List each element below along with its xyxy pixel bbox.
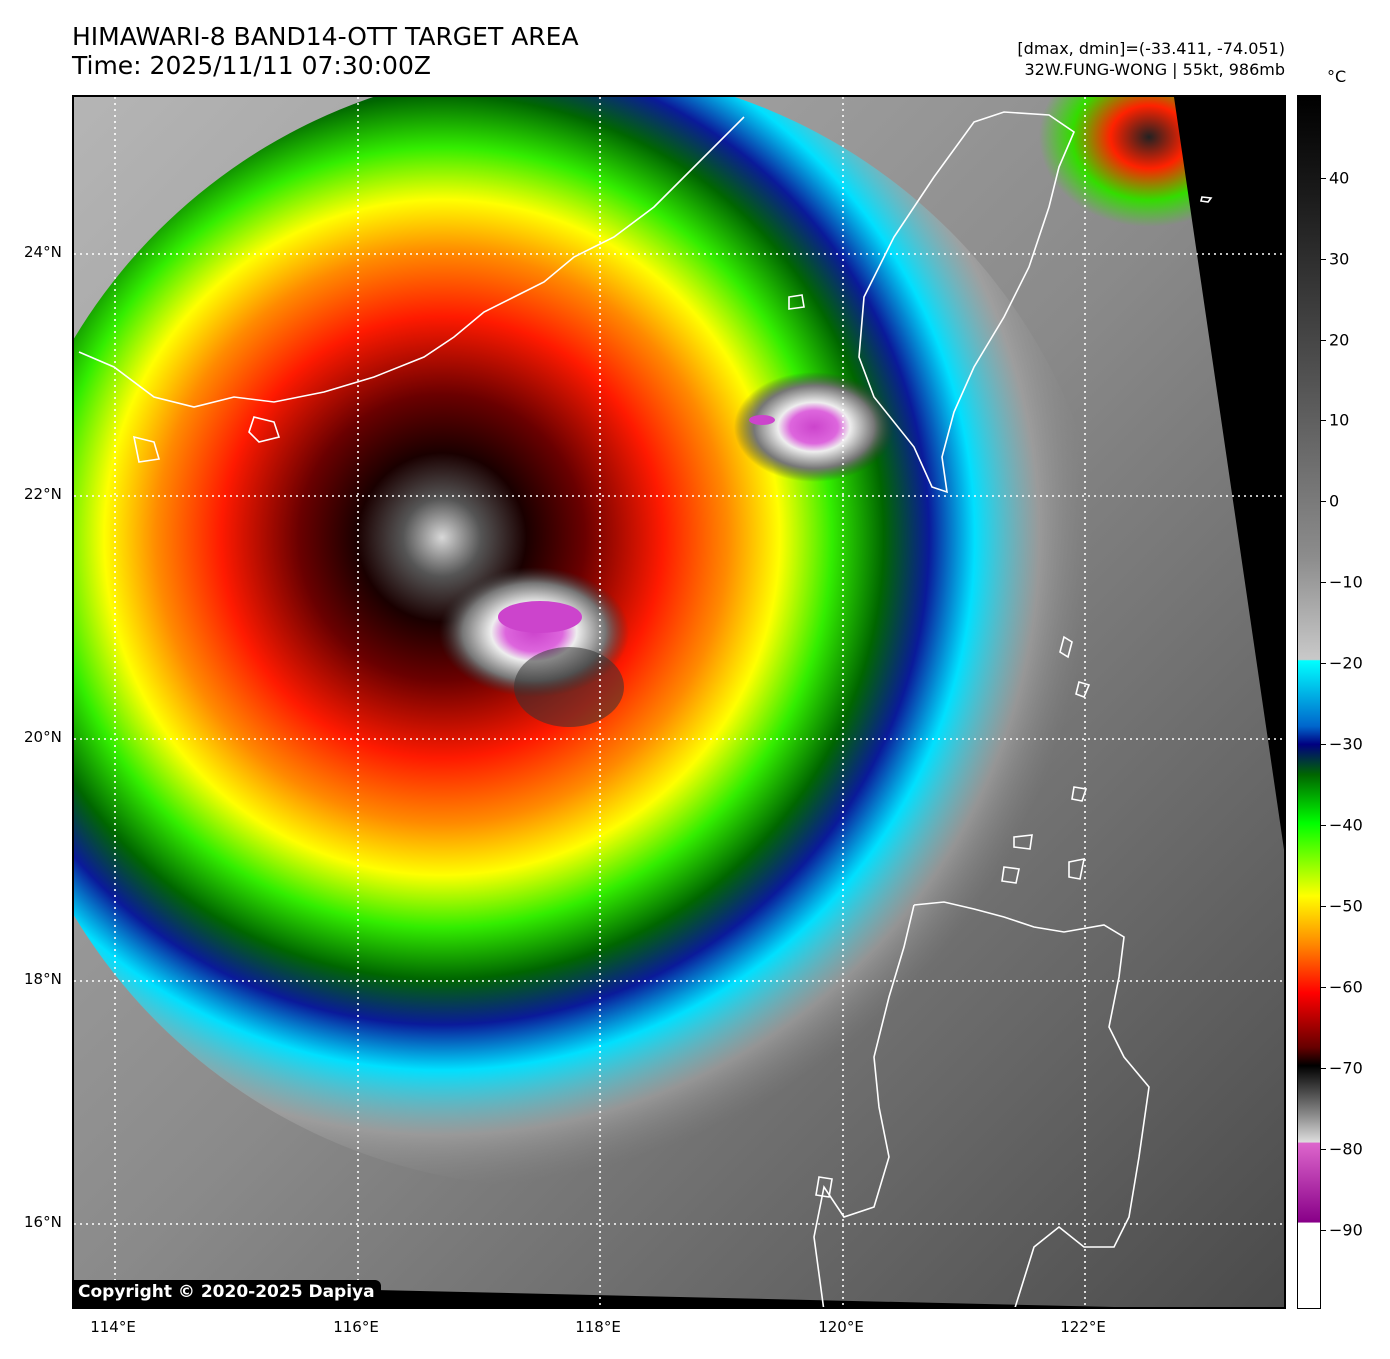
copyright-badge: Copyright © 2020-2025 Dapiya <box>72 1280 381 1306</box>
lon-label-116e: 116°E <box>333 1318 379 1336</box>
colorbar-tickmark <box>1321 987 1326 988</box>
colorbar-tickmark <box>1321 501 1326 502</box>
lon-label-118e: 118°E <box>575 1318 621 1336</box>
lat-label-22n: 22°N <box>24 485 62 503</box>
colorbar-tickmark <box>1321 663 1326 664</box>
map-title: HIMAWARI-8 BAND14-OTT TARGET AREA Time: … <box>72 22 579 80</box>
colorbar-tickmark <box>1321 825 1326 826</box>
colorbar-tick: −60 <box>1329 977 1363 997</box>
satellite-map <box>72 95 1286 1309</box>
title-line-1: HIMAWARI-8 BAND14-OTT TARGET AREA <box>72 22 579 51</box>
lat-label-24n: 24°N <box>24 243 62 261</box>
colorbar-tick: −90 <box>1329 1220 1363 1240</box>
overshooting-tops <box>498 415 775 633</box>
colorbar-tick: −50 <box>1329 896 1363 916</box>
lat-label-16n: 16°N <box>24 1213 62 1231</box>
colorbar-tick: −70 <box>1329 1058 1363 1078</box>
colorbar-tickmark <box>1321 1068 1326 1069</box>
colorbar-tickmark <box>1321 582 1326 583</box>
satellite-imagery <box>74 97 1284 1307</box>
colorbar-tick: −20 <box>1329 653 1363 673</box>
colorbar-tick: 30 <box>1329 249 1350 269</box>
coastlines <box>78 111 1213 1307</box>
range-text: [dmax, dmin]=(-33.411, -74.051) <box>1017 39 1285 58</box>
colorbar-tick: −40 <box>1329 815 1363 835</box>
colorbar-tick: −10 <box>1329 572 1363 592</box>
colorbar-tick: 0 <box>1329 491 1340 511</box>
colorbar-tick: 10 <box>1329 410 1350 430</box>
storm-info: [dmax, dmin]=(-33.411, -74.051) 32W.FUNG… <box>1017 38 1285 80</box>
storm-text: 32W.FUNG-WONG | 55kt, 986mb <box>1024 60 1285 79</box>
colorbar-tickmark <box>1321 178 1326 179</box>
colorbar-tick: 20 <box>1329 330 1350 350</box>
colorbar-tickmark <box>1321 1230 1326 1231</box>
lat-label-18n: 18°N <box>24 970 62 988</box>
lon-label-122e: 122°E <box>1060 1318 1106 1336</box>
colorbar-tick: −30 <box>1329 734 1363 754</box>
colorbar-tick: −80 <box>1329 1139 1363 1159</box>
colorbar-tickmark <box>1321 744 1326 745</box>
colorbar-tickmark <box>1321 1149 1326 1150</box>
colorbar-tickmark <box>1321 906 1326 907</box>
colorbar-tick: 40 <box>1329 168 1350 188</box>
title-line-2: Time: 2025/11/11 07:30:00Z <box>72 51 431 80</box>
graticule <box>74 97 1284 1307</box>
lon-label-120e: 120°E <box>818 1318 864 1336</box>
lat-label-20n: 20°N <box>24 728 62 746</box>
colorbar-tickmark <box>1321 340 1326 341</box>
lon-label-114e: 114°E <box>90 1318 136 1336</box>
colorbar-unit: °C <box>1327 67 1347 86</box>
colorbar-tickmark <box>1321 420 1326 421</box>
temperature-colorbar <box>1297 95 1321 1309</box>
colorbar-tickmark <box>1321 259 1326 260</box>
